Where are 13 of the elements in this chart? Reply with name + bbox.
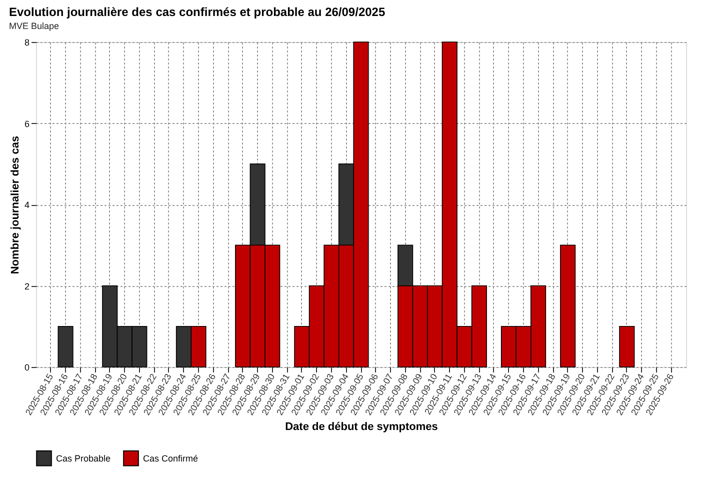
y-axis-title: Nombre journalier des cas xyxy=(9,136,22,274)
y-tick-label: 8 xyxy=(24,38,30,48)
y-tick-label: 6 xyxy=(24,118,30,129)
chart-subtitle: MVE Bulape xyxy=(8,21,60,31)
y-tick-label: 0 xyxy=(24,362,30,372)
chart-title: Evolution journalière des cas confirmés et probable au 26/09/2025 xyxy=(8,5,386,19)
bar xyxy=(619,326,635,368)
bar xyxy=(560,244,576,368)
x-axis-title: Date de début de symptomes xyxy=(285,420,438,433)
y-tick-label: 4 xyxy=(24,200,30,210)
legend-label: Cas Probable xyxy=(56,453,111,464)
y-tick-label: 2 xyxy=(24,281,30,292)
legend-label: Cas Confirmé xyxy=(143,453,198,464)
